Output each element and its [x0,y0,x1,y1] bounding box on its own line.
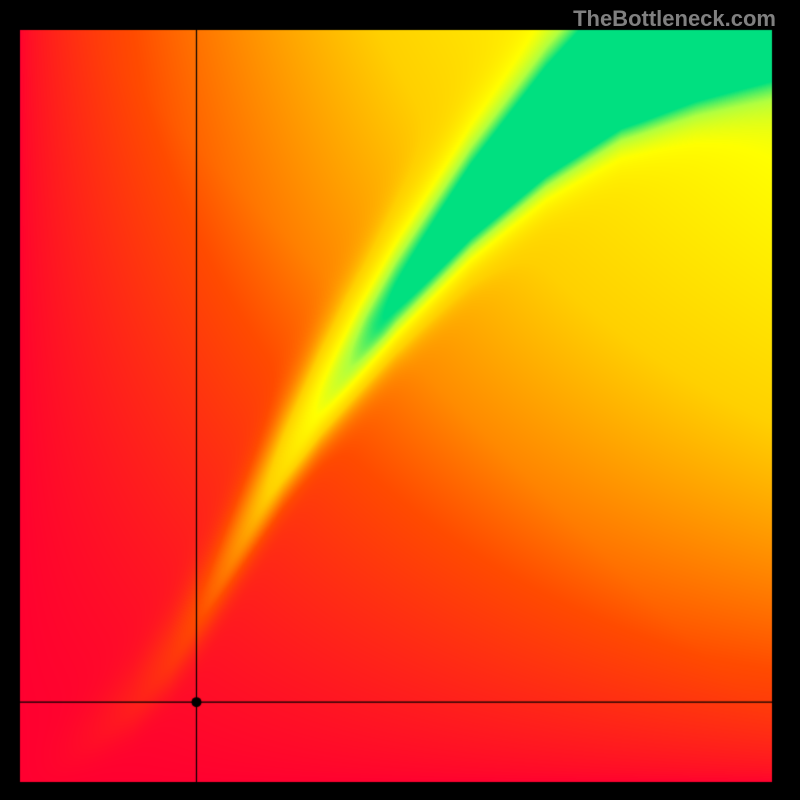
watermark-text: TheBottleneck.com [573,6,776,32]
bottleneck-heatmap [0,0,800,800]
